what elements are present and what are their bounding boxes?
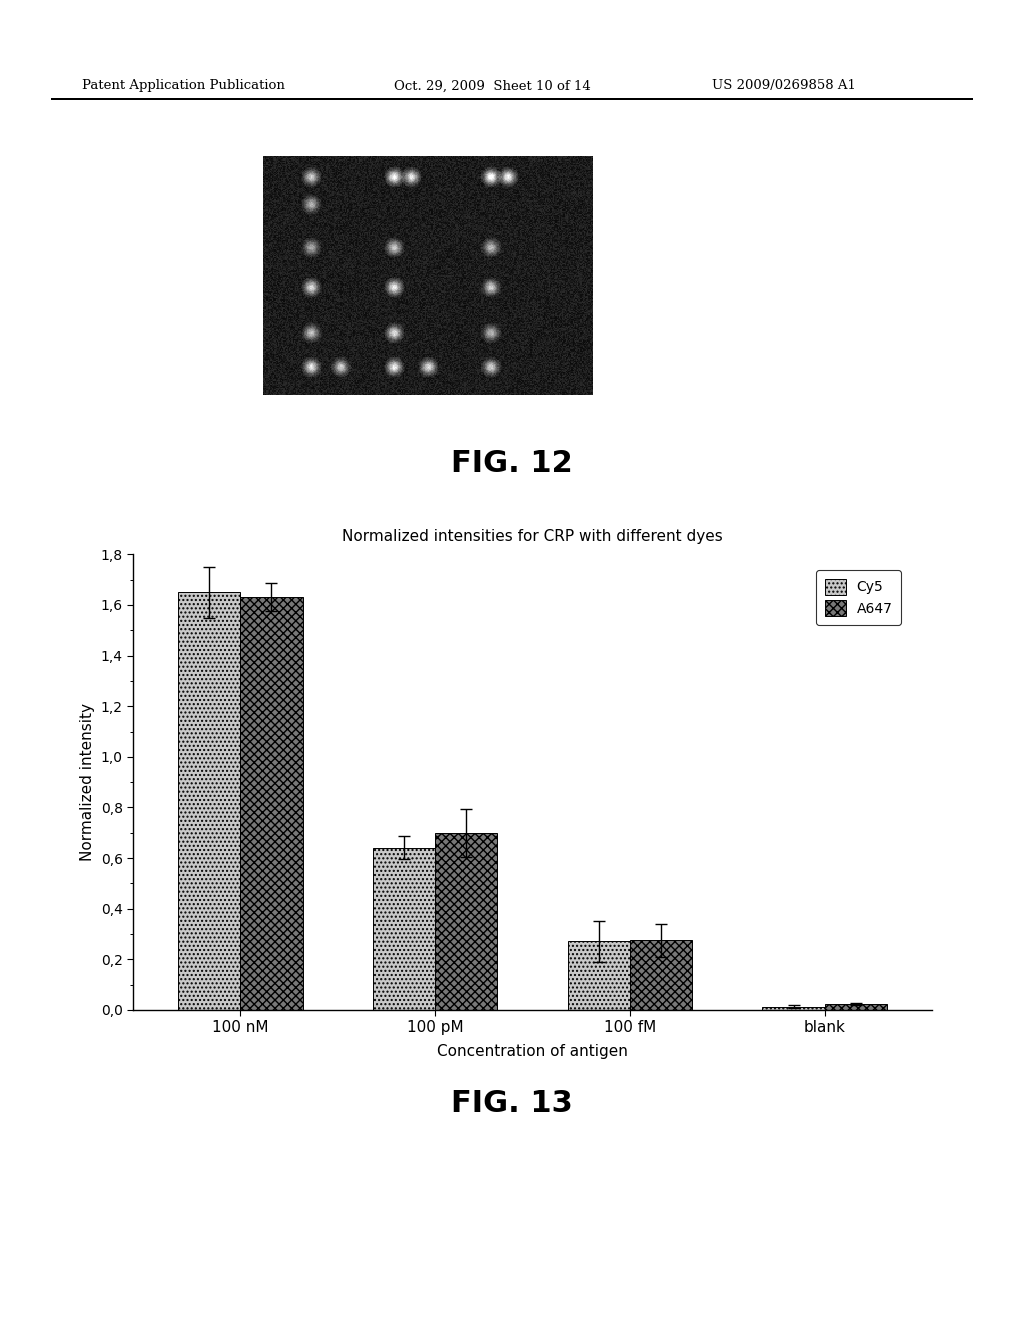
Bar (762, 1007, 824, 1010)
Bar (373, 847, 435, 1010)
Text: FIG. 12: FIG. 12 (452, 449, 572, 478)
Y-axis label: Normalized intensity: Normalized intensity (80, 704, 95, 861)
Bar (241, 598, 303, 1010)
Bar (630, 940, 692, 1010)
Text: US 2009/0269858 A1: US 2009/0269858 A1 (712, 79, 856, 92)
Legend: Cy5, A647: Cy5, A647 (816, 570, 901, 624)
Bar (178, 593, 241, 1010)
Text: Oct. 29, 2009  Sheet 10 of 14: Oct. 29, 2009 Sheet 10 of 14 (394, 79, 591, 92)
X-axis label: Concentration of antigen: Concentration of antigen (437, 1044, 628, 1059)
Bar (824, 1005, 887, 1010)
Text: Patent Application Publication: Patent Application Publication (82, 79, 285, 92)
Bar (567, 941, 630, 1010)
Bar (435, 833, 498, 1010)
Title: Normalized intensities for CRP with different dyes: Normalized intensities for CRP with diff… (342, 528, 723, 544)
Text: FIG. 13: FIG. 13 (452, 1089, 572, 1118)
